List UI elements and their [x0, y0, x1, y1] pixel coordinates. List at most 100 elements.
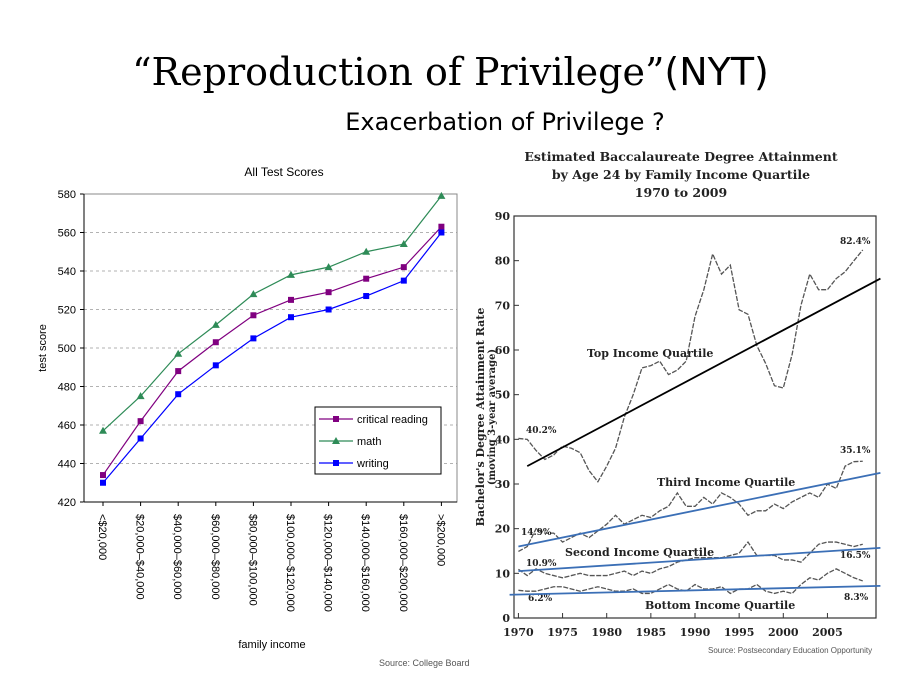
data-point	[212, 362, 219, 369]
y-tick-label: 540	[58, 266, 76, 278]
end-value-label: 82.4%	[840, 237, 871, 247]
data-point	[400, 264, 407, 271]
x-tick-label: $60,000–$80,000	[209, 514, 221, 600]
data-point	[437, 191, 446, 199]
y-tick-label: 500	[58, 343, 76, 355]
trend-line	[509, 584, 881, 596]
series-line-Second-Income-Quartile	[518, 540, 863, 579]
y-tick-label: 50	[495, 389, 511, 402]
data-point	[136, 392, 145, 400]
data-point	[99, 426, 107, 434]
slide-subtitle: Exacerbation of Privilege ?	[345, 108, 665, 136]
data-point	[175, 368, 182, 375]
x-tick-label: 1985	[636, 626, 667, 639]
end-value-label: 14.9%	[521, 528, 552, 538]
y-tick-label: 520	[58, 305, 76, 317]
data-point	[211, 320, 220, 328]
right-chart-title-line: Estimated Baccalaureate Degree Attainmen…	[524, 149, 837, 164]
series-line-Third-Income-Quartile	[518, 460, 863, 553]
trend-line	[526, 277, 881, 467]
right-y-axis-label: Bachelor's Degree Attainment Rate	[474, 308, 487, 527]
data-point	[288, 296, 294, 303]
data-point	[250, 312, 257, 319]
data-point	[362, 247, 371, 255]
x-tick-label: $80,000–$100,000	[246, 514, 258, 606]
data-point	[174, 349, 183, 357]
y-tick-label: 60	[495, 344, 511, 357]
data-point	[137, 418, 144, 425]
data-point	[363, 275, 370, 282]
data-point	[400, 277, 407, 284]
series-label: Third Income Quartile	[657, 476, 795, 489]
legend-marker	[333, 416, 339, 422]
x-tick-label: $160,000–$200,000	[397, 514, 409, 612]
slide-title-source: (NYT)	[664, 50, 769, 94]
slide-title: “Reproduction of Privilege”(NYT)	[0, 50, 901, 94]
legend-label: critical reading	[357, 414, 428, 426]
left-chart-source: Source: College Board	[379, 658, 470, 668]
data-point	[250, 335, 257, 342]
data-point	[175, 391, 182, 398]
y-tick-label: 440	[58, 459, 76, 471]
data-point	[325, 289, 332, 296]
x-tick-label: 1980	[591, 626, 622, 639]
data-point	[137, 435, 144, 442]
data-point	[438, 229, 445, 236]
x-tick-label: 2000	[768, 626, 799, 639]
legend-marker	[333, 460, 339, 466]
y-tick-label: 420	[58, 497, 76, 509]
legend-label: math	[357, 436, 381, 448]
end-value-label: 10.9%	[526, 559, 557, 569]
data-point	[324, 263, 333, 271]
y-tick-label: 10	[495, 567, 511, 580]
x-tick-label: 1995	[724, 626, 755, 639]
end-value-label: 40.2%	[526, 426, 557, 436]
x-tick-label: 1970	[503, 626, 534, 639]
data-point	[287, 270, 295, 278]
y-tick-label: 90	[495, 210, 511, 223]
data-point	[100, 472, 106, 479]
trend-line	[518, 546, 881, 572]
x-tick-label: 2005	[812, 626, 843, 639]
right-chart-title-line: by Age 24 by Family Income Quartile	[552, 167, 810, 182]
legend-marker	[332, 437, 340, 444]
y-tick-label: 80	[495, 255, 511, 268]
data-point	[438, 223, 445, 230]
end-value-label: 16.5%	[840, 551, 871, 561]
series-line-Top-Income-Quartile	[518, 249, 864, 483]
y-tick-label: 460	[58, 420, 76, 432]
legend-label: writing	[356, 458, 389, 470]
series-label: Top Income Quartile	[587, 347, 713, 360]
right-chart-source: Source: Postsecondary Education Opportun…	[708, 646, 873, 655]
series-line-critical-reading	[102, 226, 442, 476]
x-tick-label: <$20,000	[96, 514, 108, 560]
series-label: Second Income Quartile	[565, 546, 714, 559]
y-tick-label: 0	[502, 612, 510, 625]
x-tick-label: 1975	[547, 626, 578, 639]
data-point	[288, 314, 294, 321]
left-x-axis-label: family income	[238, 639, 305, 651]
y-tick-label: 70	[495, 299, 511, 312]
series-line-math	[102, 195, 442, 432]
trend-line	[518, 471, 881, 548]
right-chart-title-line: 1970 to 2009	[635, 185, 727, 200]
data-point	[363, 293, 370, 300]
x-tick-label: $120,000–$140,000	[322, 514, 334, 612]
x-tick-label: $40,000–$60,000	[171, 514, 183, 600]
y-tick-label: 20	[495, 523, 511, 536]
y-tick-label: 40	[495, 433, 511, 446]
end-value-label: 6.2%	[528, 594, 553, 604]
y-tick-label: 560	[58, 228, 76, 240]
data-point	[399, 240, 408, 248]
x-tick-label: $140,000–$160,000	[359, 514, 371, 612]
data-point	[325, 306, 332, 313]
left-chart-title: All Test Scores	[244, 165, 323, 179]
y-tick-label: 580	[58, 189, 76, 201]
data-point	[100, 479, 106, 486]
x-tick-label: 1990	[680, 626, 711, 639]
series-line-writing	[102, 232, 442, 484]
slide-title-main: “Reproduction of Privilege”	[132, 50, 665, 94]
data-point	[212, 339, 219, 346]
x-tick-label: >$200,000	[434, 514, 446, 566]
